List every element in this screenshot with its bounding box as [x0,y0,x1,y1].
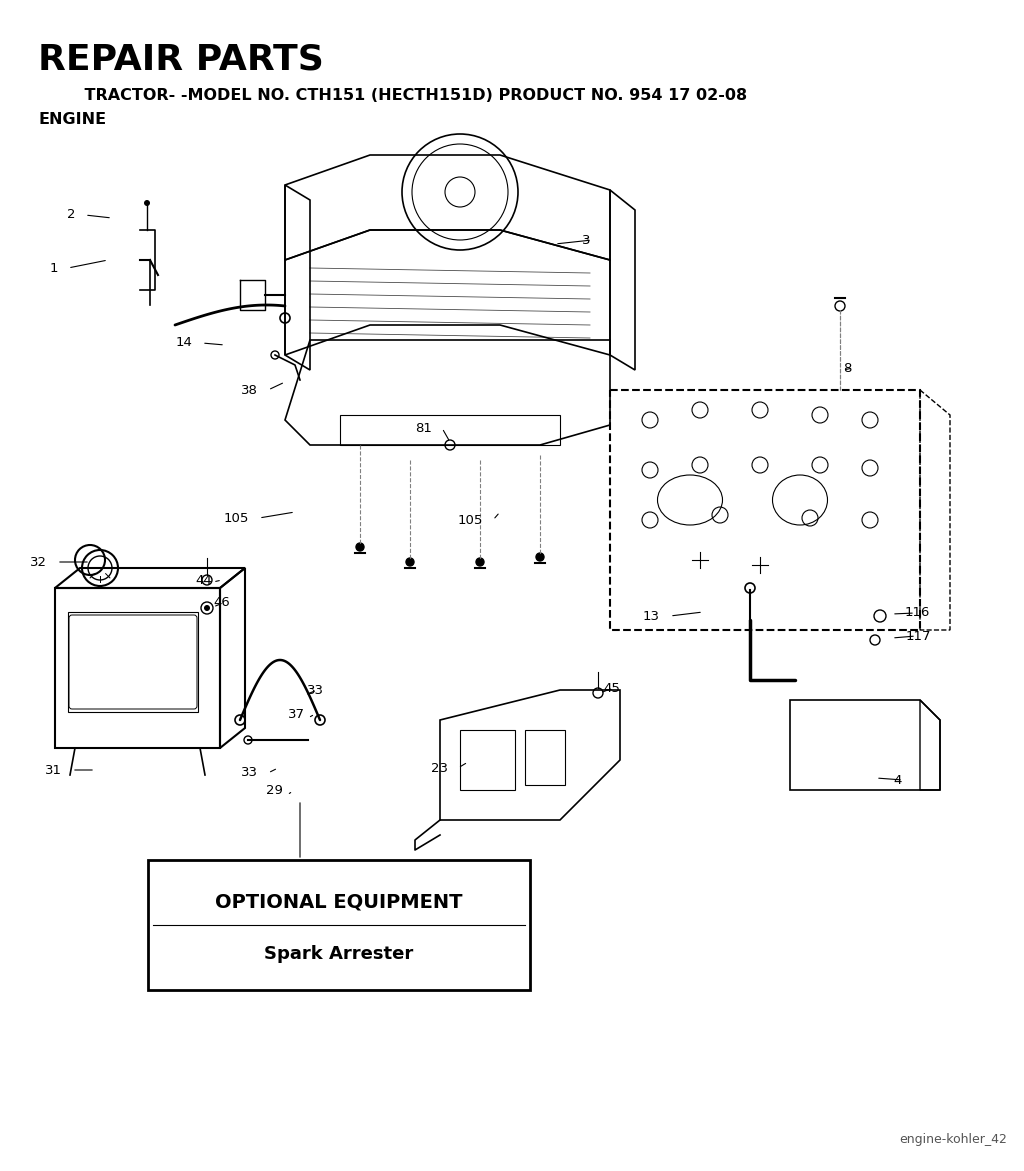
Text: 2: 2 [67,208,75,221]
Text: 14: 14 [175,336,193,349]
Bar [460,730,515,790]
Text: 46: 46 [213,596,229,609]
Circle shape [536,553,544,561]
Text: 38: 38 [241,383,258,397]
Text: 32: 32 [30,555,47,568]
Text: 33: 33 [307,684,324,697]
Text: engine-kohler_42: engine-kohler_42 [899,1134,1007,1146]
Text: 31: 31 [45,763,62,776]
Bar [525,730,565,785]
Circle shape [144,200,150,206]
Text: 37: 37 [288,707,305,720]
Text: 33: 33 [241,767,258,780]
Text: 105: 105 [223,512,249,525]
Text: 117: 117 [906,630,932,643]
Text: 105: 105 [458,514,483,527]
Circle shape [406,559,414,566]
Text: OPTIONAL EQUIPMENT: OPTIONAL EQUIPMENT [215,892,463,911]
Text: 45: 45 [603,682,620,694]
Text: 81: 81 [415,422,432,434]
Text: 13: 13 [643,609,660,623]
Bar [148,860,530,989]
Bar [340,415,560,445]
Text: 8: 8 [843,362,851,375]
Text: 116: 116 [905,607,931,619]
Text: ENGINE: ENGINE [38,112,106,126]
Text: 23: 23 [431,761,449,774]
Text: Spark Arrester: Spark Arrester [264,945,414,963]
Circle shape [476,559,484,566]
Circle shape [204,605,210,611]
Text: 3: 3 [582,233,591,247]
Text: 29: 29 [266,785,283,797]
Text: 1: 1 [49,261,58,274]
Circle shape [356,543,364,552]
Bar [610,390,920,630]
Text: TRACTOR- -MODEL NO. CTH151 (HECTH151D) PRODUCT NO. 954 17 02-08: TRACTOR- -MODEL NO. CTH151 (HECTH151D) P… [62,88,748,103]
Text: 44: 44 [196,574,212,587]
Text: 4: 4 [893,774,901,787]
Text: REPAIR PARTS: REPAIR PARTS [38,42,324,76]
Bar [68,612,198,712]
